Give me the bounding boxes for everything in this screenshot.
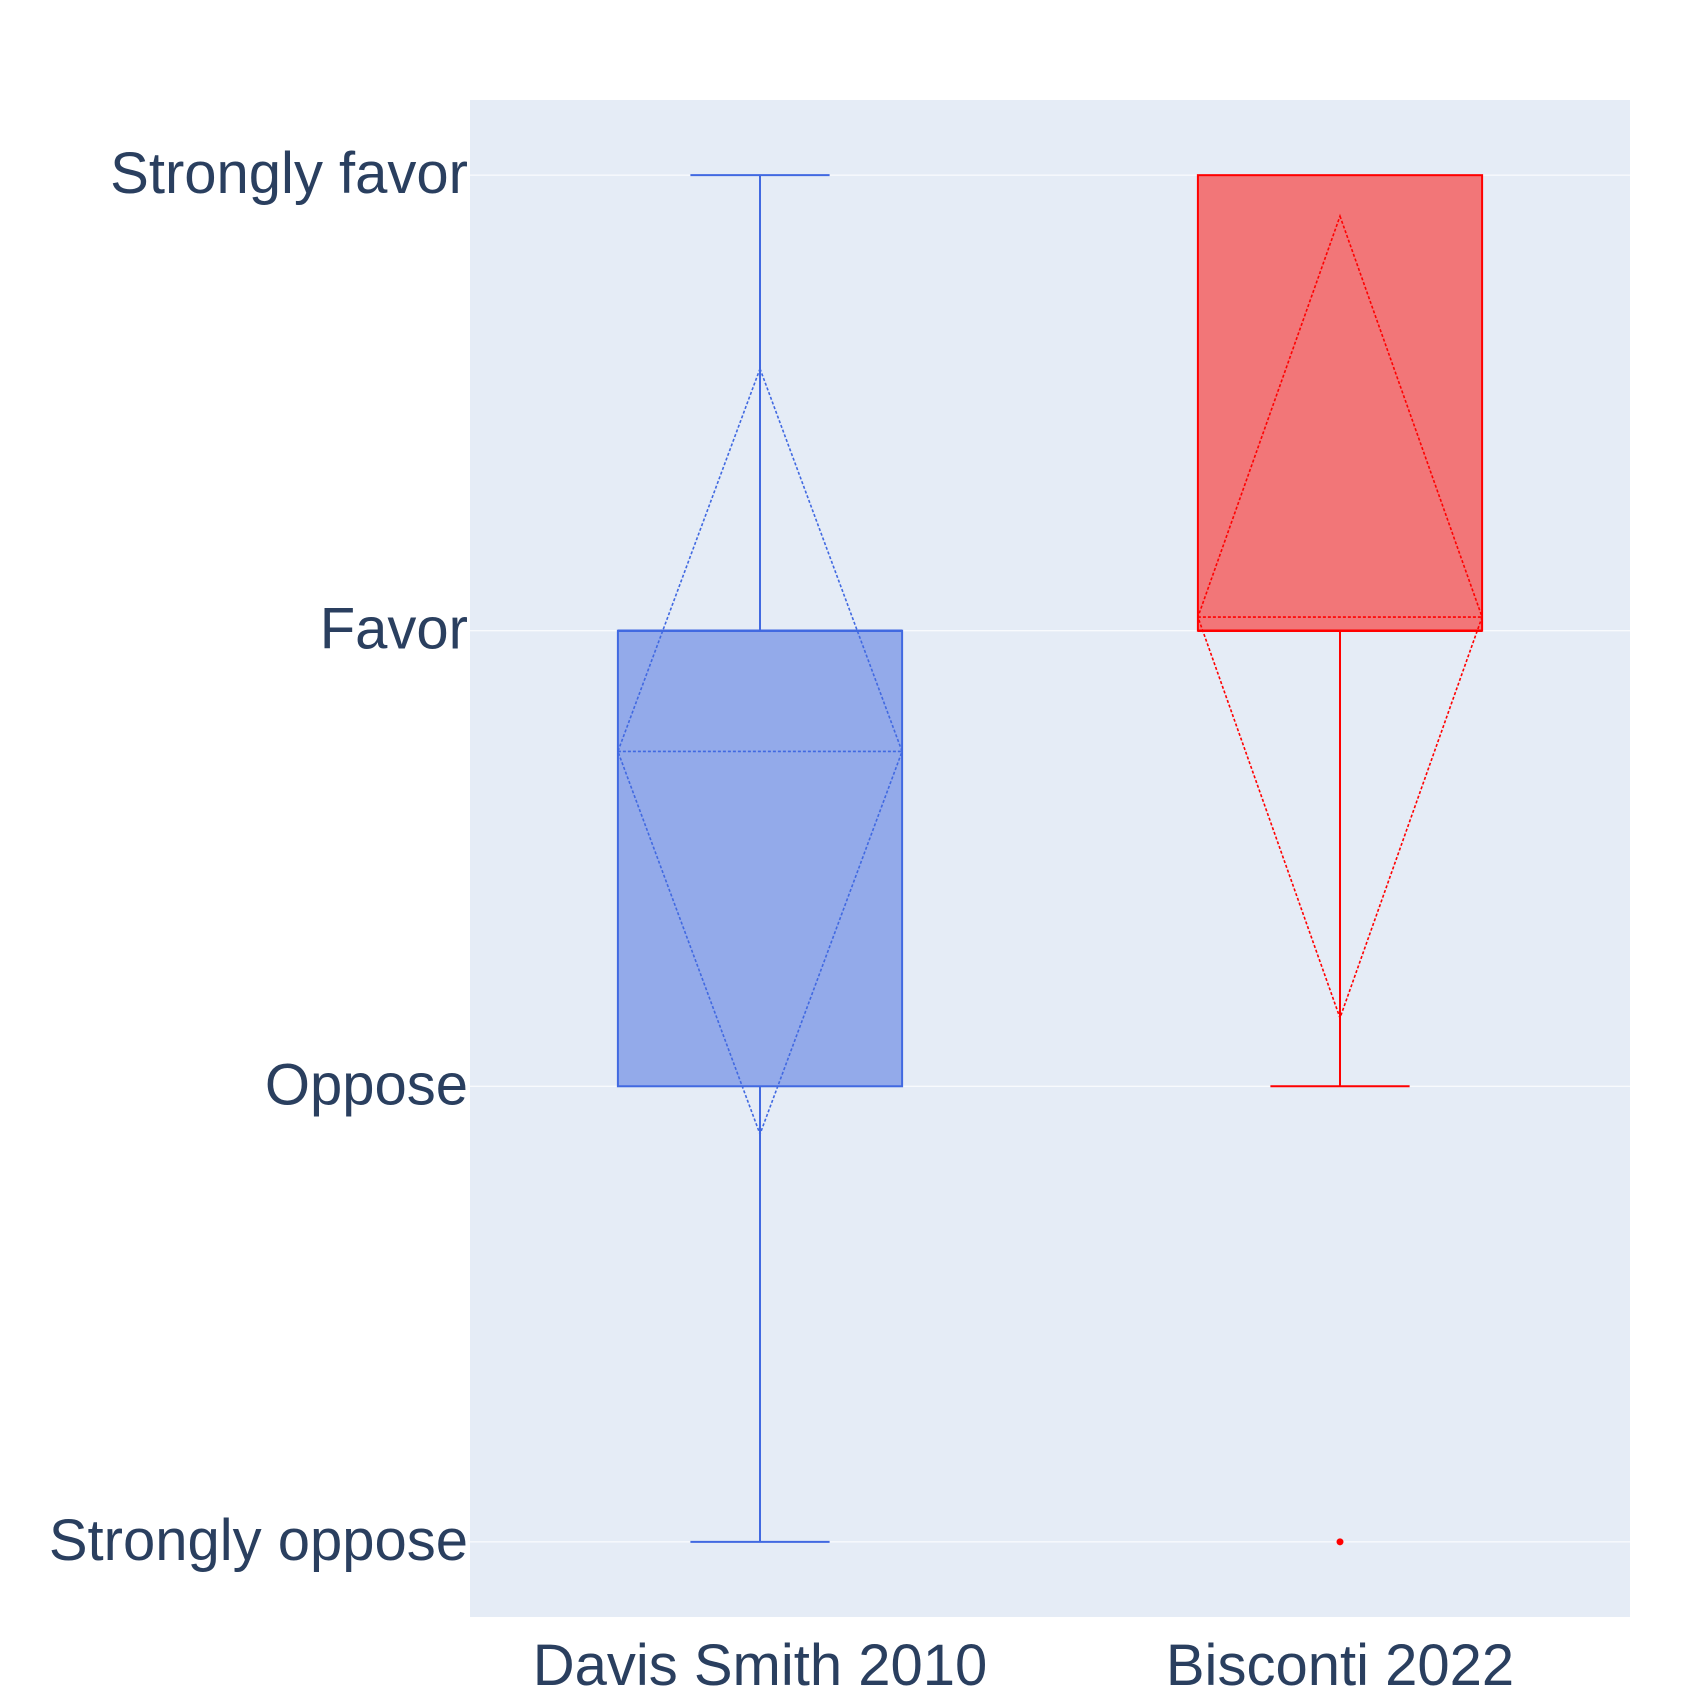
box-bisconti-2022 [1196, 174, 1484, 1546]
x-tick-label: Davis Smith 2010 [533, 1633, 988, 1698]
x-tick-label: Bisconti 2022 [1166, 1633, 1514, 1698]
box-body [1196, 174, 1484, 632]
outlier-point [1336, 1538, 1344, 1546]
box-series [616, 174, 1484, 1546]
sd-diamond [617, 366, 903, 1137]
y-tick-label: Favor [320, 597, 468, 662]
y-tick-label: Strongly favor [110, 141, 468, 206]
box-body [616, 629, 904, 1088]
y-tick-label: Oppose [265, 1052, 468, 1117]
y-axis-ticks: Strongly oppose Oppose Favor Strongly favor [49, 141, 468, 1573]
box-davis-smith-2010 [616, 174, 904, 1543]
y-tick-label: Strongly oppose [49, 1508, 468, 1573]
sd-diamond [1197, 213, 1483, 1021]
x-axis-ticks: Davis Smith 2010 Bisconti 2022 [533, 1633, 1514, 1698]
